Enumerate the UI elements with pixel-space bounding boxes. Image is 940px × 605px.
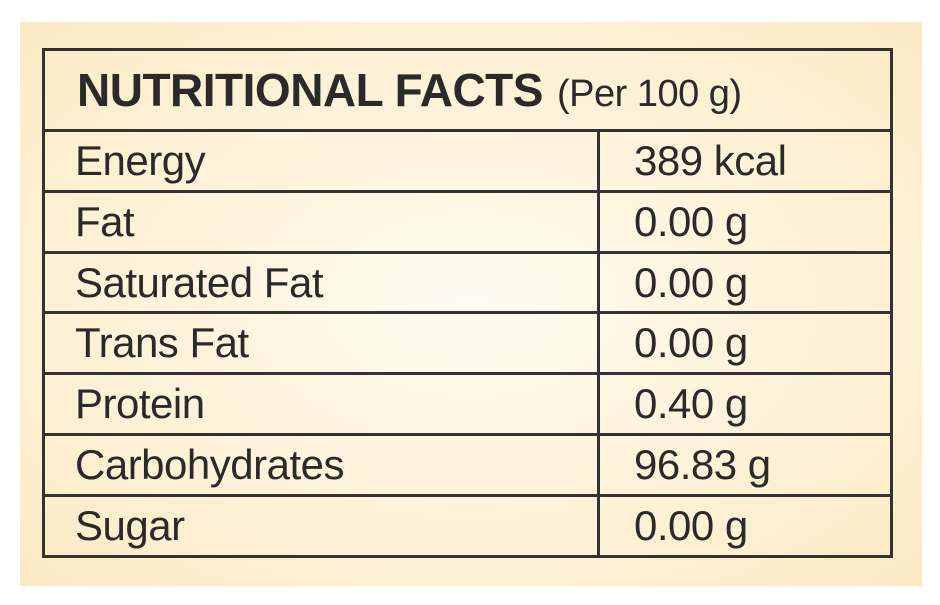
nutrient-name: Saturated Fat	[42, 250, 600, 315]
nutrient-name: Trans Fat	[42, 311, 600, 376]
nutrient-row: Sugar 0.00 g	[42, 494, 893, 558]
table-title: NUTRITIONAL FACTS	[77, 63, 543, 116]
nutrient-amount: 0.00 g	[597, 189, 893, 254]
header-row: NUTRITIONAL FACTS (Per 100 g)	[42, 48, 893, 132]
nutrient-amount: 0.00 g	[597, 250, 893, 315]
nutrient-row: Carbohydrates 96.83 g	[42, 433, 893, 498]
nutrient-row: Saturated Fat 0.00 g	[42, 250, 893, 315]
nutrient-row: Protein 0.40 g	[42, 372, 893, 437]
nutrient-row: Energy 389 kcal	[42, 128, 893, 193]
nutrient-amount: 0.40 g	[597, 372, 893, 437]
header-cell: NUTRITIONAL FACTS (Per 100 g)	[42, 48, 893, 132]
nutrient-amount: 0.00 g	[597, 311, 893, 376]
nutrient-name: Fat	[42, 189, 600, 254]
table-subtitle: (Per 100 g)	[556, 72, 742, 115]
nutrition-table: NUTRITIONAL FACTS (Per 100 g) Energy 389 k…	[42, 48, 893, 558]
nutrient-name: Energy	[42, 128, 600, 193]
nutrient-amount: 389 kcal	[597, 128, 893, 193]
table-body: NUTRITIONAL FACTS (Per 100 g) Energy 389 k…	[42, 48, 893, 558]
nutrient-row: Trans Fat 0.00 g	[42, 311, 893, 376]
nutrient-name: Carbohydrates	[42, 433, 600, 498]
nutrient-name: Protein	[42, 372, 600, 437]
nutrient-name: Sugar	[42, 494, 600, 558]
nutrient-row: Fat 0.00 g	[42, 189, 893, 254]
nutrient-amount: 0.00 g	[597, 494, 893, 558]
nutrient-amount: 96.83 g	[597, 433, 893, 498]
